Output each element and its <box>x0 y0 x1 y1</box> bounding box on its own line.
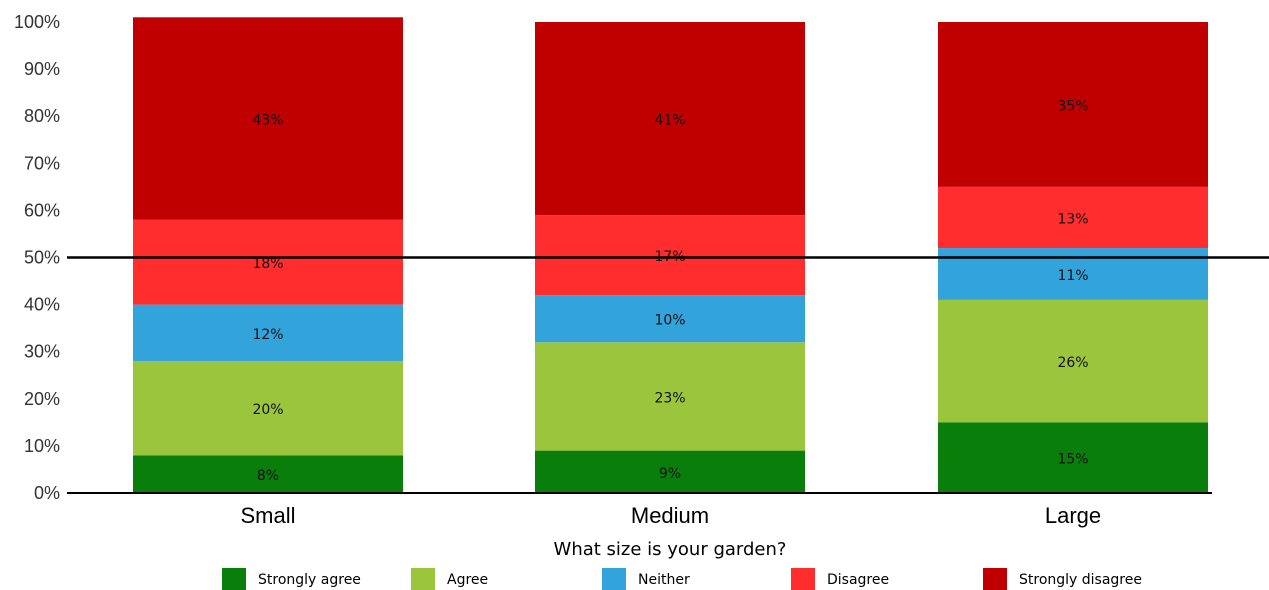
bar-segment-agree <box>535 342 805 451</box>
legend-swatch-strongly-disagree <box>983 568 1007 590</box>
data-label: 15% <box>1057 452 1088 468</box>
data-label: 35% <box>1057 98 1088 114</box>
y-tick-label: 50% <box>24 248 60 268</box>
bar-segment-strongly-disagree <box>535 22 805 216</box>
data-label: 20% <box>252 402 283 418</box>
x-axis-title: What size is your garden? <box>554 539 787 560</box>
y-tick-label: 10% <box>24 436 60 456</box>
data-label: 23% <box>654 390 685 406</box>
bar-segment-neither <box>133 304 403 362</box>
legend-swatch-agree <box>411 568 435 590</box>
legend-swatch-neither <box>602 568 626 590</box>
y-tick-label: 60% <box>24 200 60 220</box>
y-tick-label: 40% <box>24 295 60 315</box>
legend: Strongly agree Agree Neither Disagree Strong… <box>222 568 1142 590</box>
data-label: 41% <box>654 113 685 129</box>
legend-label: Neither <box>638 572 690 588</box>
legend-label: Agree <box>447 572 488 588</box>
y-tick-label: 80% <box>24 106 60 126</box>
data-label: 43% <box>252 113 283 129</box>
y-tick-label: 30% <box>24 342 60 362</box>
data-label: 8% <box>257 468 279 484</box>
data-label: 12% <box>252 327 283 343</box>
bar-segment-neither <box>535 295 805 343</box>
legend-label: Strongly disagree <box>1019 572 1142 588</box>
y-tick-label: 20% <box>24 389 60 409</box>
data-label: 10% <box>654 313 685 329</box>
legend-label: Disagree <box>827 572 889 588</box>
y-axis: 0% 10% 20% 30% 40% 50% 60% 70% 80% 90% 100% <box>14 12 60 503</box>
bar-segment-disagree <box>535 215 805 296</box>
data-label: 26% <box>1057 355 1088 371</box>
x-axis: Small Medium Large <box>67 492 1212 528</box>
bar-segment-strongly-disagree <box>938 22 1208 187</box>
bar-segment-disagree <box>938 186 1208 249</box>
y-tick-label: 70% <box>24 153 60 173</box>
bar-segment-disagree <box>133 219 403 305</box>
bars-group: 8%20%12%18%43%9%23%10%17%41%15%26%11%13%… <box>67 17 1269 493</box>
data-label: 9% <box>659 466 681 482</box>
y-tick-label: 0% <box>34 483 60 503</box>
x-tick-label: Small <box>240 503 295 528</box>
legend-label: Strongly agree <box>258 572 361 588</box>
bar-segment-strongly-agree <box>133 455 403 493</box>
bar-segment-agree <box>938 299 1208 423</box>
y-tick-label: 100% <box>14 12 60 32</box>
data-label: 13% <box>1057 211 1088 227</box>
bar-segment-strongly-disagree <box>133 17 403 220</box>
data-label: 11% <box>1057 268 1088 284</box>
data-label: 18% <box>252 256 283 272</box>
legend-swatch-strongly-agree <box>222 568 246 590</box>
x-tick-label: Medium <box>631 503 709 528</box>
bar-segment-agree <box>133 361 403 456</box>
bar-segment-strongly-agree <box>535 450 805 493</box>
bar-segment-strongly-agree <box>938 422 1208 493</box>
y-tick-label: 90% <box>24 59 60 79</box>
x-tick-label: Large <box>1045 503 1101 528</box>
legend-swatch-disagree <box>791 568 815 590</box>
